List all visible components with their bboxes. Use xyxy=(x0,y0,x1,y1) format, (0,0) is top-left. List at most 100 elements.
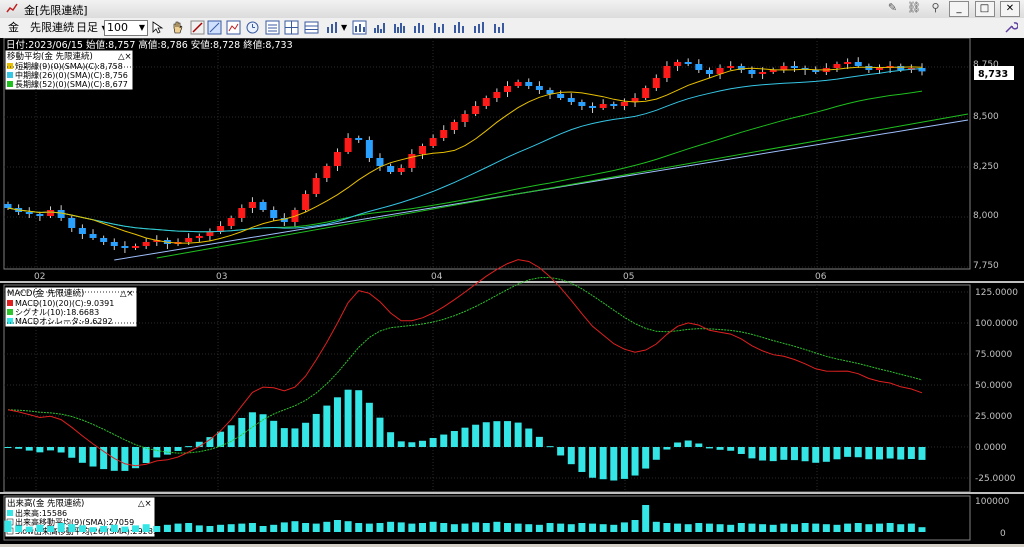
volume-bar xyxy=(801,523,809,532)
draw-line-icon[interactable] xyxy=(190,20,205,35)
count-value: 100 xyxy=(107,21,128,34)
hand-icon[interactable] xyxy=(170,20,185,35)
oscillator-bar xyxy=(4,447,12,448)
volume-bar xyxy=(907,523,915,532)
oscillator-bar xyxy=(727,447,735,451)
volume-bar xyxy=(472,522,480,532)
select-area-icon[interactable] xyxy=(207,20,222,35)
volume-bar xyxy=(748,523,756,532)
oscillator-bar xyxy=(812,447,820,463)
legend-signal: シグナル(10):18.6683 xyxy=(15,307,99,317)
volume-bar xyxy=(185,523,193,532)
zoom-out-icon[interactable] xyxy=(432,20,447,35)
oscillator-bar xyxy=(525,428,533,447)
zoom-in-icon[interactable] xyxy=(412,20,427,35)
oscillator-bar xyxy=(15,447,23,449)
volume-y-tick: 100000 xyxy=(975,497,1010,507)
candle-body xyxy=(365,140,373,158)
oscillator-bar xyxy=(47,447,55,451)
candle-body xyxy=(153,240,161,242)
volume-bar xyxy=(57,523,65,532)
oscillator-bar xyxy=(344,389,352,447)
cursor-icon[interactable] xyxy=(150,20,165,35)
histogram-icon[interactable] xyxy=(392,20,407,35)
count-input[interactable]: 100 ▼ xyxy=(104,20,148,36)
candle-body xyxy=(525,82,533,86)
oscillator-bar xyxy=(355,390,363,447)
volume-bar xyxy=(897,524,905,532)
oscillator-bar xyxy=(705,447,713,449)
oscillator-bar xyxy=(408,442,416,447)
volume-bar xyxy=(631,520,639,532)
volume-bar xyxy=(854,523,862,532)
clock-icon[interactable] xyxy=(245,20,260,35)
candle-body xyxy=(493,92,501,98)
last-price-box xyxy=(974,66,1014,80)
chart-area[interactable]: 日付:2023/06/15 始値:8,757 高値:8,786 安値:8,728… xyxy=(0,37,1024,544)
volume-bar xyxy=(780,523,788,532)
grid-icon[interactable] xyxy=(284,20,299,35)
indicator-list-icon[interactable] xyxy=(265,20,280,35)
oscillator-bar xyxy=(674,442,682,447)
volume-bar xyxy=(291,521,299,532)
bar-chart-icon[interactable] xyxy=(325,20,340,35)
oscillator-bar xyxy=(100,447,108,470)
pin-icon[interactable]: ⚲ xyxy=(931,1,940,14)
maximize-button[interactable]: □ xyxy=(974,1,995,17)
link-icon[interactable]: ⛓ xyxy=(907,1,921,14)
candle-body xyxy=(578,102,586,106)
scroll-chart-icon[interactable] xyxy=(452,20,467,35)
chevron-down-icon[interactable]: ▼ xyxy=(341,23,348,32)
table-icon[interactable] xyxy=(304,20,319,35)
collapse-triangle-icon[interactable]: △× xyxy=(120,289,134,299)
period-select[interactable]: 日足 ▼ xyxy=(76,20,108,35)
candle-body xyxy=(589,106,597,108)
macd-y-tick: 75.0000 xyxy=(975,350,1012,360)
close-button[interactable]: ✕ xyxy=(1000,1,1020,17)
oscillator-bar xyxy=(567,447,575,465)
volume-bar xyxy=(886,523,894,532)
symbol-label[interactable]: 金 xyxy=(8,21,19,34)
volume-bar xyxy=(163,524,171,532)
chart-type-icon[interactable] xyxy=(226,20,241,35)
candle-body xyxy=(790,66,798,68)
candle-body xyxy=(748,70,756,74)
price-y-tick: 8,750 xyxy=(973,60,999,70)
contract-label[interactable]: 先限連続 xyxy=(30,21,74,34)
signal-line xyxy=(7,276,923,454)
oscillator-bar xyxy=(132,447,140,469)
collapse-triangle-icon[interactable]: △× xyxy=(138,499,152,509)
oscillator-bar xyxy=(833,447,841,460)
volume-bar xyxy=(440,523,448,532)
compare-chart-icon[interactable] xyxy=(352,20,367,35)
candle-body xyxy=(833,64,841,68)
volume-bar xyxy=(790,524,798,532)
oscillator-bar xyxy=(238,417,246,447)
volume-chart-icon[interactable] xyxy=(372,20,387,35)
oscillator-bar xyxy=(461,427,469,447)
oscillator-bar xyxy=(429,437,437,447)
oscillator-bar xyxy=(535,436,543,447)
oscillator-bar xyxy=(312,413,320,447)
candle-body xyxy=(684,62,692,64)
oscillator-bar xyxy=(557,447,565,456)
range-chart-icon[interactable] xyxy=(472,20,487,35)
legend-swatch xyxy=(7,510,13,516)
volume-bar xyxy=(663,523,671,532)
candle-body xyxy=(450,122,458,130)
oscillator-bar xyxy=(68,447,76,458)
legend-swatch xyxy=(7,63,13,69)
volume-bar xyxy=(365,523,373,532)
volume-bar xyxy=(376,523,384,532)
minimize-button[interactable]: _ xyxy=(949,1,969,17)
legend-swatch xyxy=(7,81,13,87)
toolbar: 金 先限連続 日足 ▼ 100 ▼ ▼ xyxy=(0,18,1024,39)
settings-wrench-icon[interactable] xyxy=(1003,20,1018,35)
pen-icon[interactable]: ✎ xyxy=(887,1,898,14)
collapse-triangle-icon[interactable]: △× xyxy=(118,52,132,62)
price-y-tick: 8,000 xyxy=(973,211,999,221)
period-chart-icon[interactable] xyxy=(492,20,507,35)
volume-bar xyxy=(833,524,841,532)
volume-bar xyxy=(248,523,256,532)
candle-body xyxy=(121,246,129,248)
